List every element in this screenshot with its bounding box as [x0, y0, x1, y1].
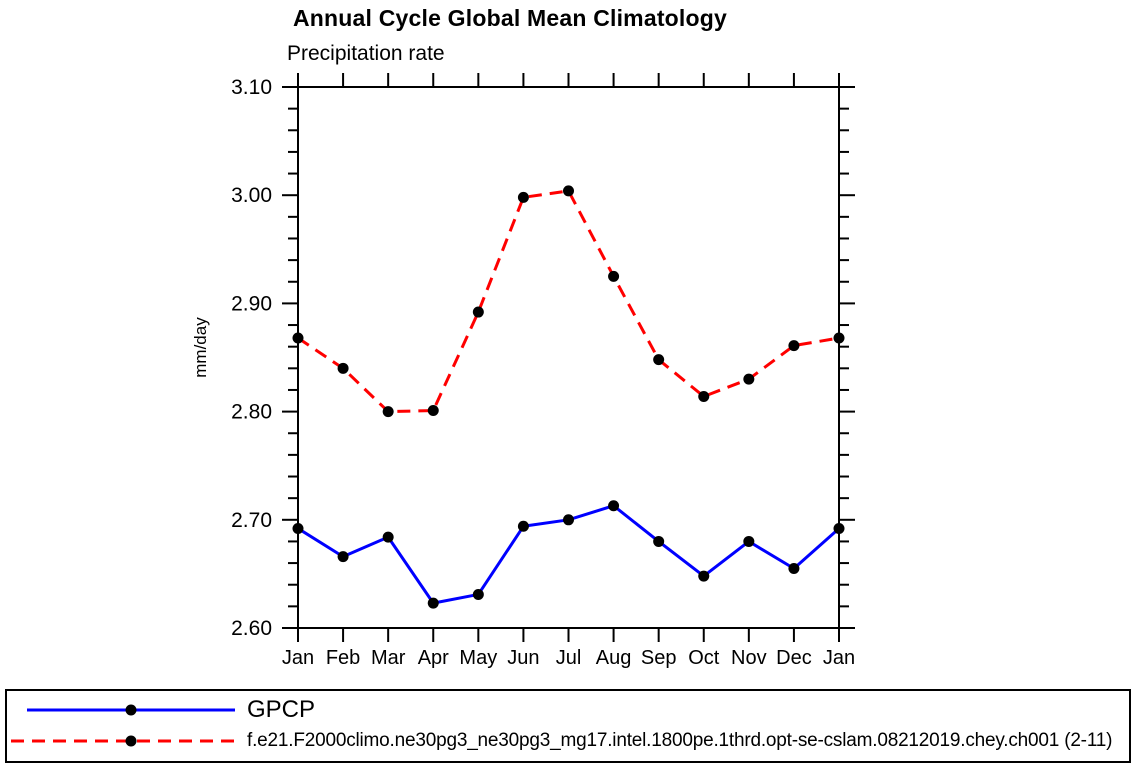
legend-box: GPCP f.e21.F2000climo.ne30pg3_ne30pg3_mg… [5, 689, 1131, 763]
x-tick-label: Jan [823, 647, 855, 669]
data-point-circle-icon [472, 306, 484, 318]
data-point-circle-icon [427, 597, 439, 609]
data-point-circle-icon [608, 500, 620, 512]
data-point-circle-icon [517, 191, 529, 203]
legend-line-sample-model [11, 735, 235, 747]
data-point-circle-icon [517, 520, 529, 532]
data-point-circle-icon [743, 373, 755, 385]
data-point-circle-icon [382, 531, 394, 543]
x-tick-label: Jun [507, 647, 539, 669]
data-point-circle-icon [653, 354, 665, 366]
data-point-circle-icon [427, 405, 439, 417]
data-point-circle-icon [563, 514, 574, 526]
y-tick-label: 3.10 [231, 76, 272, 99]
data-point-circle-icon [653, 535, 665, 547]
data-point-circle-icon [788, 340, 800, 352]
y-tick-label: 2.80 [231, 401, 272, 424]
data-point-circle-icon [743, 535, 755, 547]
legend-entry-gpcp: GPCP [9, 695, 315, 725]
data-point-circle-icon [337, 362, 349, 374]
x-tick-label: Jul [556, 647, 582, 669]
data-point-circle-icon [698, 390, 710, 402]
x-tick-label: Oct [688, 647, 720, 669]
x-tick-label: Jan [282, 647, 314, 669]
plot-area: 2.60 2.70 2.80 2.90 3.00 3.10 Jan Feb Mar Apr May J… [191, 73, 855, 669]
data-point-circle-icon [337, 551, 349, 563]
data-point-circle-icon [788, 562, 800, 574]
y-tick-label: 3.00 [231, 184, 272, 207]
x-tick-label: Apr [418, 647, 449, 669]
legend-marker-circle-icon [125, 704, 137, 716]
data-point-circle-icon [563, 185, 574, 197]
x-tick-label: Feb [326, 647, 360, 669]
data-point-circle-icon [472, 588, 484, 600]
x-tick-label: May [459, 647, 497, 669]
data-point-circle-icon [292, 332, 304, 344]
data-point-circle-icon [608, 270, 620, 282]
chart-subtitle: Precipitation rate [287, 42, 445, 65]
legend-marker-circle-icon [125, 735, 137, 747]
y-tick-label: 2.90 [231, 292, 272, 315]
legend-line-sample-gpcp [27, 704, 235, 716]
legend-label-gpcp: GPCP [247, 696, 316, 723]
x-tick-label: Aug [596, 647, 632, 669]
y-axis-title: mm/day [191, 317, 210, 378]
data-point-circle-icon [292, 522, 304, 534]
data-point-circle-icon [382, 406, 394, 418]
y-tick-label: 2.60 [231, 617, 272, 640]
x-tick-label: Dec [776, 647, 812, 669]
legend-label-model: f.e21.F2000climo.ne30pg3_ne30pg3_mg17.in… [247, 730, 1113, 751]
series-line-model [297, 189, 840, 414]
x-tick-label: Mar [371, 647, 406, 669]
chart-title: Annual Cycle Global Mean Climatology [292, 5, 728, 31]
data-point-circle-icon [833, 522, 845, 534]
y-tick-label: 2.70 [231, 509, 272, 532]
x-tick-label: Nov [731, 647, 767, 669]
x-tick-label: Sep [641, 647, 677, 669]
legend-entry-model: f.e21.F2000climo.ne30pg3_ne30pg3_mg17.in… [9, 726, 1112, 756]
data-point-circle-icon [833, 332, 845, 344]
data-point-circle-icon [698, 570, 710, 582]
